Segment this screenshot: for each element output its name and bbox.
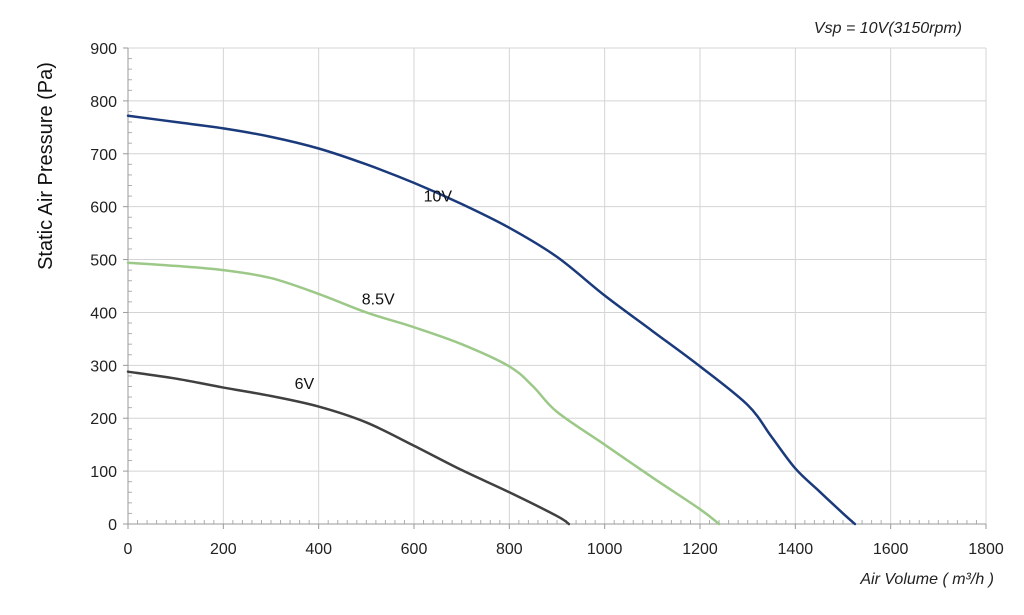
y-tick-label: 600 xyxy=(90,200,117,217)
y-tick-label: 300 xyxy=(90,358,117,375)
y-tick-label: 0 xyxy=(108,517,117,534)
x-axis-title: Air Volume ( m³/h ) xyxy=(859,571,994,588)
x-tick-label: 1400 xyxy=(778,541,814,558)
y-tick-label: 800 xyxy=(90,94,117,111)
x-tick-label: 200 xyxy=(210,541,237,558)
minor-ticks xyxy=(128,58,977,524)
x-tick-label: 0 xyxy=(124,541,133,558)
x-tick-label: 800 xyxy=(496,541,523,558)
y-axis-title: Static Air Pressure (Pa) xyxy=(35,62,57,270)
series xyxy=(126,114,857,526)
series-labels: 10V 8.5V 6V xyxy=(295,188,453,393)
y-tick-label: 200 xyxy=(90,411,117,428)
series-line-6v xyxy=(126,370,571,526)
y-tick-label: 500 xyxy=(90,253,117,270)
tick-labels: 0 200 400 600 800 1000 1200 1400 1600 1800 0 100 200… xyxy=(90,41,1004,558)
x-tick-label: 400 xyxy=(305,541,332,558)
y-tick-label: 400 xyxy=(90,305,117,322)
x-tick-label: 600 xyxy=(401,541,428,558)
y-tick-label: 100 xyxy=(90,464,117,481)
y-tick-label: 700 xyxy=(90,147,117,164)
series-line-10v xyxy=(126,114,857,526)
x-tick-label: 1200 xyxy=(682,541,718,558)
x-tick-label: 1000 xyxy=(587,541,623,558)
series-label-10v: 10V xyxy=(424,188,453,205)
series-label-6v: 6V xyxy=(295,376,315,393)
grid xyxy=(123,47,987,529)
axes xyxy=(127,48,986,525)
y-tick-label: 900 xyxy=(90,41,117,58)
x-tick-label: 1800 xyxy=(968,541,1004,558)
series-line-8-5v xyxy=(126,261,721,526)
x-tick-label: 1600 xyxy=(873,541,909,558)
series-label-8-5v: 8.5V xyxy=(362,292,395,309)
annotation-text: Vsp = 10V(3150rpm) xyxy=(814,20,962,37)
